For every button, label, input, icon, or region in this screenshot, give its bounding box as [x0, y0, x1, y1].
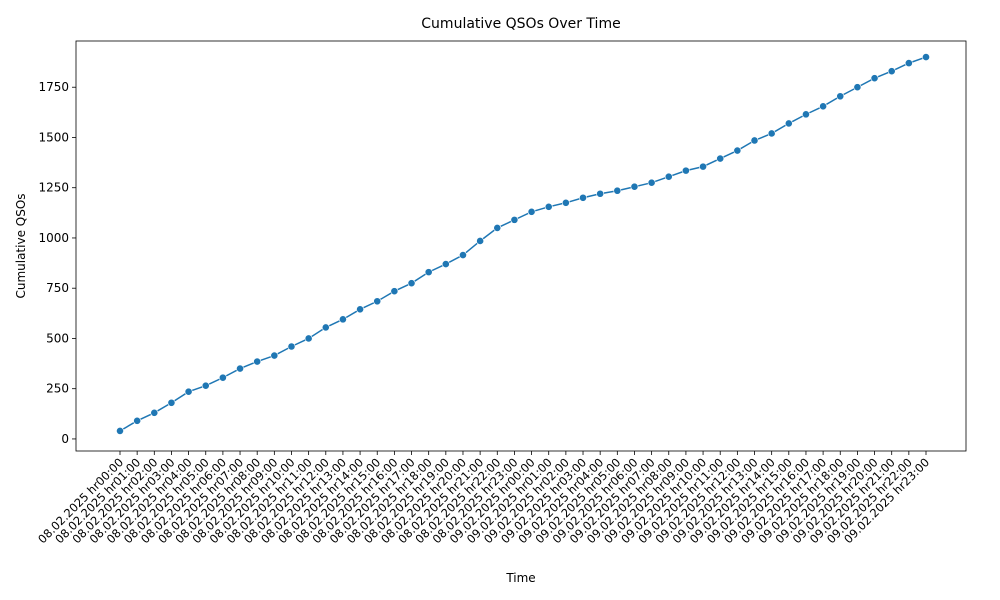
data-point [356, 305, 364, 314]
data-point [853, 83, 862, 92]
y-tick-label: 1250 [38, 181, 69, 195]
y-tick-label: 500 [46, 331, 69, 345]
series-points [116, 53, 930, 435]
data-point [784, 119, 793, 128]
data-point [630, 182, 639, 191]
data-point [819, 102, 828, 111]
data-point [561, 198, 570, 207]
data-point [510, 215, 519, 224]
data-point [390, 287, 399, 296]
data-point [904, 59, 913, 68]
y-tick-label: 0 [61, 432, 69, 446]
y-tick-label: 1500 [38, 130, 69, 144]
plot-area-frame [75, 40, 967, 452]
data-point [887, 67, 896, 76]
data-point [493, 224, 502, 232]
data-point [270, 351, 279, 360]
data-point [733, 146, 742, 155]
data-point [596, 189, 605, 198]
data-point [922, 53, 930, 61]
data-point [682, 166, 690, 175]
data-point [116, 427, 124, 435]
data-point [544, 202, 553, 211]
data-point [699, 162, 707, 171]
data-point [459, 251, 467, 259]
data-point [802, 110, 810, 119]
data-point [716, 154, 725, 163]
data-point [579, 193, 587, 202]
y-tick-label: 750 [46, 281, 69, 295]
data-point [750, 136, 759, 145]
data-point [321, 323, 330, 332]
data-point [339, 315, 347, 324]
x-axis-label: Time [505, 571, 535, 585]
data-point [527, 207, 536, 216]
data-point [647, 178, 656, 187]
y-tick-label: 250 [46, 382, 69, 396]
y-axis-ticks: 0 250 500 750 1000 1250 1500 1750 [38, 80, 76, 446]
data-point [184, 387, 193, 396]
y-axis-label: Cumulative QSOs [14, 193, 28, 298]
data-point [253, 357, 262, 366]
data-point [407, 279, 416, 288]
y-tick-label: 1000 [38, 231, 69, 245]
data-point [664, 172, 673, 181]
data-point [613, 186, 622, 195]
data-point [304, 334, 313, 343]
data-point [441, 260, 450, 268]
data-point [236, 364, 244, 373]
data-point [767, 129, 776, 138]
data-point [167, 398, 176, 407]
data-point [201, 381, 210, 390]
data-point [870, 74, 879, 83]
chart-title: Cumulative QSOs Over Time [421, 16, 620, 32]
data-point [287, 342, 296, 351]
y-tick-label: 1750 [38, 80, 69, 94]
data-point [424, 268, 433, 277]
data-point [218, 373, 227, 382]
data-point [836, 92, 845, 101]
data-point [373, 297, 382, 306]
data-point [476, 237, 485, 245]
data-point [150, 408, 159, 417]
data-point [133, 416, 142, 425]
